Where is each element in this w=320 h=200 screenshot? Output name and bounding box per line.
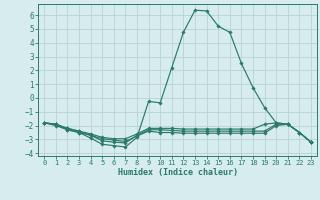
- X-axis label: Humidex (Indice chaleur): Humidex (Indice chaleur): [118, 168, 238, 177]
